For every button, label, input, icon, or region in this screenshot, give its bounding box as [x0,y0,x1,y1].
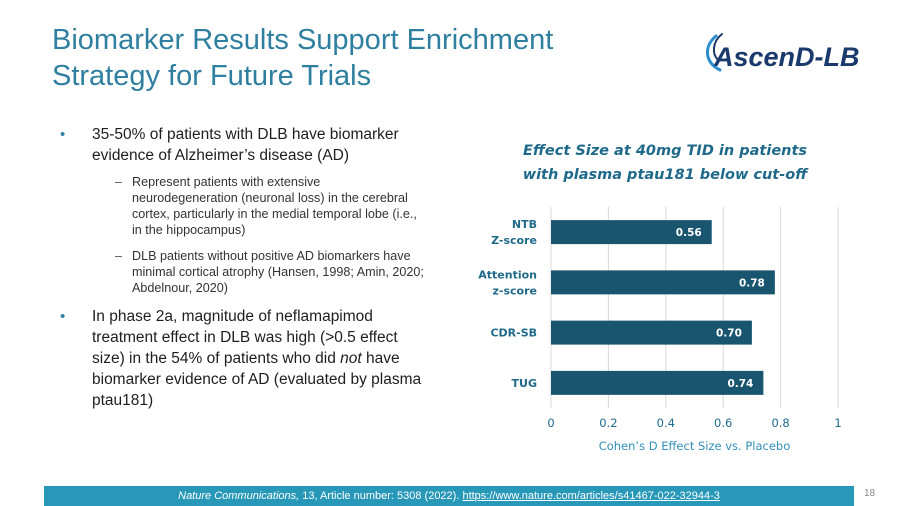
bar [551,270,775,295]
x-axis-title: Cohen’s D Effect Size vs. Placebo [599,439,791,453]
sub-bullet-2-text: DLB patients without positive AD biomark… [132,249,424,295]
bullet-2-text-italic: not [340,350,362,367]
bullet-2: • In phase 2a, magnitude of neflamapimod… [58,306,428,411]
category-label: z-score [493,284,537,297]
x-tick-label: 0 [547,416,554,430]
bar [551,320,752,345]
dash-icon: – [115,249,123,263]
page-number: 18 [864,488,876,499]
bullet-2-text-after: have biomarker evidence of AD (evaluated… [92,350,422,409]
bullet-2-text-before: In phase 2a, magnitude of neflamapimod t… [92,308,398,367]
footer-citation: 13, Article number: 5308 (2022). [299,490,463,502]
x-tick-label: 1 [834,416,841,430]
sub-bullet-2: – DLB patients without positive AD bioma… [58,248,428,296]
dash-icon: – [115,175,123,189]
bar-value-label: 0.56 [676,227,702,239]
chart-title-line-2: with plasma ptau181 below cut-off [522,167,808,183]
slide-title-line-1: Biomarker Results Support Enrichment [52,24,554,56]
bullet-list: • 35-50% of patients with DLB have bioma… [58,124,428,419]
x-tick-label: 0.4 [657,416,675,430]
bullet-1: • 35-50% of patients with DLB have bioma… [58,124,428,166]
chart-title: Effect Size at 40mg TID in patients with… [505,139,825,187]
logo-swoosh-icon [706,34,722,72]
sub-bullet-1-text: Represent patients with extensive neurod… [132,175,417,237]
bullet-dot-icon: • [60,126,66,143]
sub-bullet-1: – Represent patients with extensive neur… [58,174,428,238]
effect-size-bar-chart: 0 0.2 0.4 0.6 0.8 1 0.56 NTB Z-score 0.78 Attentio… [478,207,842,453]
bar [551,220,712,245]
category-label: Attention [478,268,537,281]
bar [551,370,764,395]
chart-title-line-1: Effect Size at 40mg TID in patients [522,143,808,159]
x-tick-label: 0.2 [599,416,617,430]
bar-value-label: 0.78 [739,277,765,289]
bar-value-label: 0.74 [727,378,753,390]
footer-link[interactable]: https://www.nature.com/articles/s41467-0… [462,490,720,502]
category-label: CDR-SB [490,327,537,340]
slide-title: Biomarker Results Support Enrichment Str… [52,22,652,94]
footer-journal: Nature Communications, [178,490,300,502]
slide-title-line-2: Strategy for Future Trials [52,60,372,92]
bullet-1-text: 35-50% of patients with DLB have biomark… [92,126,399,164]
ascend-lb-logo: AscenD-LB [706,33,860,72]
x-tick-label: 0.6 [714,416,732,430]
bar-value-label: 0.70 [716,328,742,340]
category-label: TUG [512,377,537,390]
category-label: NTB [512,218,537,231]
bullet-dot-icon: • [60,308,66,325]
x-tick-label: 0.8 [771,416,789,430]
category-label: Z-score [491,234,537,247]
logo-text: AscenD-LB [713,42,860,72]
footer-citation-bar: Nature Communications, 13, Article numbe… [44,486,854,506]
